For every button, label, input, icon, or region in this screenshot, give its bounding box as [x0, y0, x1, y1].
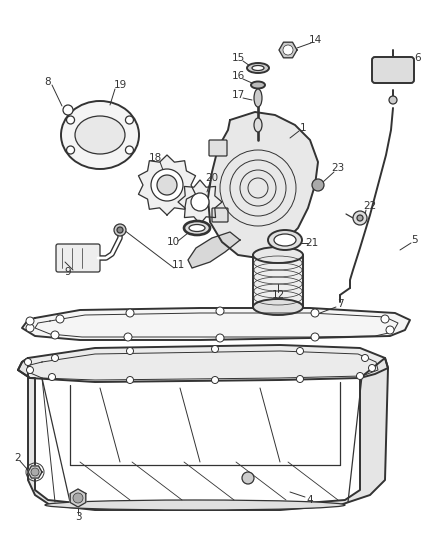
Text: 22: 22: [364, 201, 377, 211]
Circle shape: [51, 331, 59, 339]
Ellipse shape: [253, 299, 303, 315]
Polygon shape: [253, 255, 303, 307]
Text: 19: 19: [113, 80, 127, 90]
Ellipse shape: [247, 63, 269, 73]
Ellipse shape: [274, 234, 296, 246]
Polygon shape: [22, 308, 410, 340]
Text: 2: 2: [15, 453, 21, 463]
Circle shape: [114, 224, 126, 236]
Ellipse shape: [189, 224, 205, 231]
Polygon shape: [178, 180, 222, 224]
Text: 7: 7: [337, 299, 343, 309]
Text: 21: 21: [305, 238, 318, 248]
Circle shape: [381, 315, 389, 323]
Text: 16: 16: [231, 71, 245, 81]
Text: 9: 9: [65, 267, 71, 277]
FancyBboxPatch shape: [212, 208, 228, 222]
Circle shape: [283, 45, 293, 55]
Circle shape: [67, 116, 74, 124]
Ellipse shape: [75, 116, 125, 154]
Circle shape: [126, 309, 134, 317]
Circle shape: [25, 359, 32, 366]
Ellipse shape: [251, 82, 265, 88]
Circle shape: [31, 468, 39, 476]
Text: 6: 6: [415, 53, 421, 63]
Circle shape: [56, 315, 64, 323]
Circle shape: [361, 354, 368, 361]
Text: 11: 11: [171, 260, 185, 270]
Circle shape: [312, 179, 324, 191]
Text: 4: 4: [307, 495, 313, 505]
Polygon shape: [188, 232, 240, 268]
Text: 3: 3: [75, 512, 81, 522]
Polygon shape: [28, 466, 42, 478]
Ellipse shape: [184, 221, 210, 235]
Circle shape: [216, 334, 224, 342]
Text: 1: 1: [300, 123, 306, 133]
Circle shape: [127, 376, 134, 384]
Ellipse shape: [254, 89, 262, 107]
Ellipse shape: [254, 118, 262, 132]
Circle shape: [311, 309, 319, 317]
Circle shape: [357, 215, 363, 221]
Circle shape: [67, 146, 74, 154]
Circle shape: [157, 175, 177, 195]
FancyBboxPatch shape: [209, 140, 227, 156]
Circle shape: [127, 348, 134, 354]
Circle shape: [73, 493, 83, 503]
Circle shape: [124, 333, 132, 341]
Text: 17: 17: [231, 90, 245, 100]
Circle shape: [212, 345, 219, 352]
Circle shape: [151, 169, 183, 201]
Circle shape: [311, 333, 319, 341]
Polygon shape: [138, 155, 195, 215]
Circle shape: [125, 116, 134, 124]
Ellipse shape: [61, 101, 139, 169]
Circle shape: [353, 211, 367, 225]
Circle shape: [125, 146, 134, 154]
Polygon shape: [18, 345, 388, 382]
Text: 12: 12: [272, 290, 285, 300]
Circle shape: [297, 376, 304, 383]
Polygon shape: [208, 112, 318, 258]
Circle shape: [389, 96, 397, 104]
Circle shape: [357, 373, 364, 379]
Ellipse shape: [252, 66, 264, 70]
Circle shape: [26, 317, 34, 325]
Text: 20: 20: [205, 173, 219, 183]
Text: 10: 10: [166, 237, 180, 247]
Circle shape: [27, 367, 33, 374]
Circle shape: [368, 365, 375, 372]
Text: 15: 15: [231, 53, 245, 63]
Circle shape: [49, 374, 56, 381]
FancyBboxPatch shape: [372, 57, 414, 83]
Circle shape: [26, 324, 34, 332]
Text: 8: 8: [45, 77, 51, 87]
Circle shape: [386, 326, 394, 334]
Ellipse shape: [253, 247, 303, 263]
Circle shape: [52, 354, 59, 361]
Polygon shape: [70, 489, 86, 507]
Circle shape: [242, 472, 254, 484]
Circle shape: [297, 348, 304, 354]
Circle shape: [212, 376, 219, 384]
Text: 23: 23: [332, 163, 345, 173]
Polygon shape: [18, 358, 388, 510]
Text: 18: 18: [148, 153, 162, 163]
FancyBboxPatch shape: [56, 244, 100, 272]
Ellipse shape: [268, 230, 302, 250]
Circle shape: [216, 307, 224, 315]
Circle shape: [63, 105, 73, 115]
Circle shape: [191, 193, 209, 211]
Text: 5: 5: [412, 235, 418, 245]
Circle shape: [117, 227, 123, 233]
Text: 14: 14: [308, 35, 321, 45]
Ellipse shape: [45, 500, 345, 510]
Polygon shape: [279, 42, 297, 58]
